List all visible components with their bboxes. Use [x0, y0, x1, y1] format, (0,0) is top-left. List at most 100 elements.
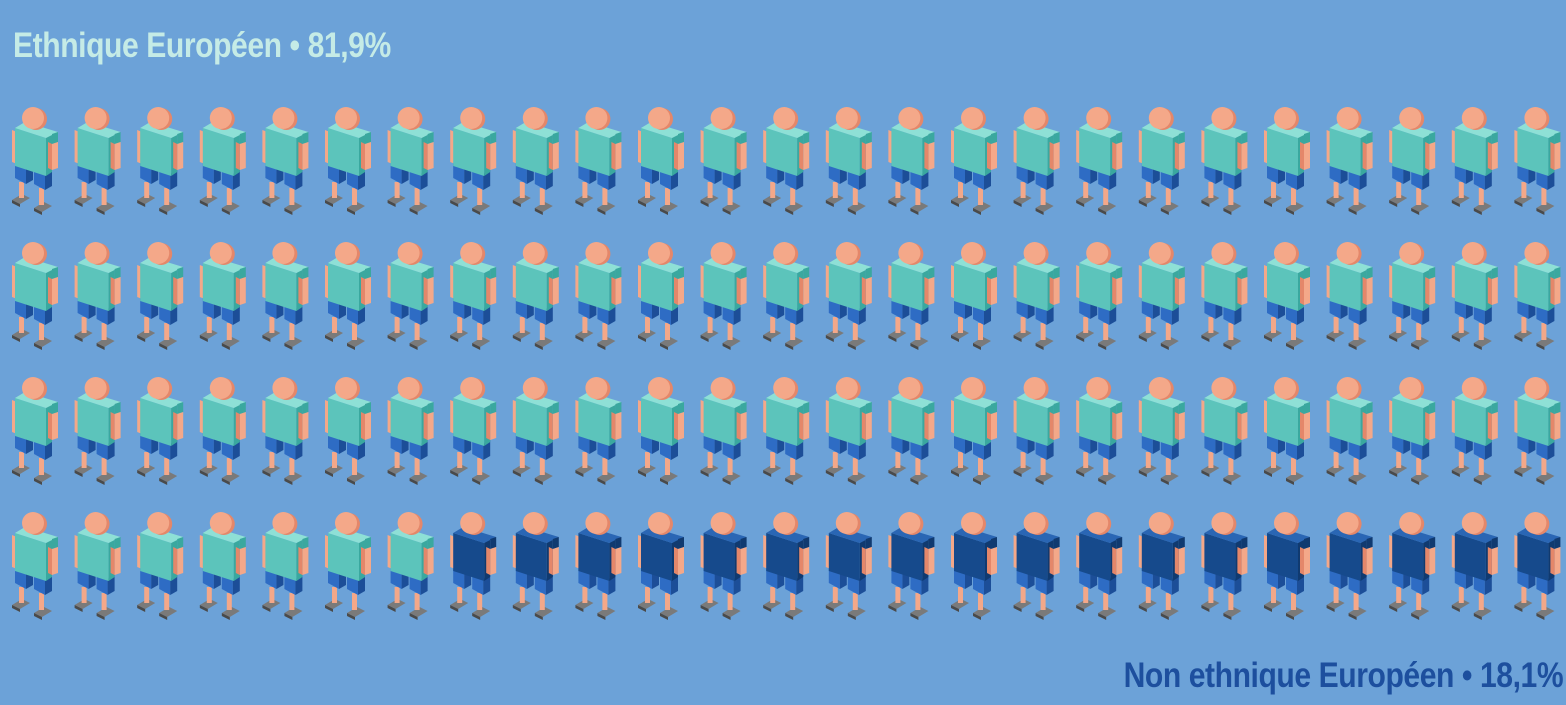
person-icon-european-16: [1013, 107, 1060, 215]
person-icon-non-european-87: [763, 512, 810, 620]
person-icon-european-55: [325, 377, 371, 485]
person-icon-european-49: [1514, 242, 1561, 350]
person-icon-non-european-85: [638, 512, 684, 620]
person-icon-european-50: [12, 377, 58, 485]
person-icon-european-58: [512, 377, 559, 485]
person-icon-european-47: [1389, 242, 1436, 350]
person-icon-european-35: [638, 242, 684, 350]
person-icon-european-42: [1076, 242, 1123, 350]
person-icon-european-78: [199, 512, 246, 620]
person-icon-european-14: [888, 107, 935, 215]
person-icon-european-57: [450, 377, 497, 485]
person-icon-european-80: [325, 512, 371, 620]
person-icon-european-51: [74, 377, 121, 485]
person-icon-european-53: [199, 377, 246, 485]
person-icon-european-79: [262, 512, 309, 620]
person-icon-non-european-99: [1514, 512, 1561, 620]
person-icon-european-2: [137, 107, 184, 215]
person-icon-european-63: [825, 377, 872, 485]
person-icon-european-34: [575, 242, 622, 350]
person-icon-european-12: [763, 107, 810, 215]
person-icon-european-72: [1389, 377, 1436, 485]
person-icon-european-75: [12, 512, 58, 620]
label-european: Ethnique Européen • 81,9%: [13, 26, 391, 65]
person-icon-european-44: [1201, 242, 1248, 350]
person-icon-european-21: [1326, 107, 1373, 215]
person-icon-european-73: [1451, 377, 1498, 485]
person-icon-european-17: [1076, 107, 1123, 215]
person-icon-european-71: [1326, 377, 1373, 485]
person-icon-european-5: [325, 107, 371, 215]
person-icon-european-11: [700, 107, 747, 215]
person-icon-non-european-95: [1264, 512, 1310, 620]
person-icon-european-67: [1076, 377, 1123, 485]
person-icon-european-81: [387, 512, 434, 620]
person-icon-european-7: [450, 107, 497, 215]
person-icon-european-32: [450, 242, 497, 350]
person-icon-non-european-97: [1389, 512, 1436, 620]
person-icon-european-19: [1201, 107, 1248, 215]
person-icon-non-european-83: [512, 512, 559, 620]
person-icon-european-48: [1451, 242, 1498, 350]
label-non-european: Non ethnique Européen • 18,1%: [1123, 656, 1563, 695]
person-icon-european-9: [575, 107, 622, 215]
person-icon-european-15: [951, 107, 997, 215]
person-icon-european-61: [700, 377, 747, 485]
person-icon-european-38: [825, 242, 872, 350]
person-icon-european-69: [1201, 377, 1248, 485]
person-icon-european-56: [387, 377, 434, 485]
person-icon-european-59: [575, 377, 622, 485]
person-icon-european-8: [512, 107, 559, 215]
person-icon-non-european-89: [888, 512, 935, 620]
person-icon-european-70: [1264, 377, 1310, 485]
person-icon-non-european-98: [1451, 512, 1498, 620]
person-icon-european-4: [262, 107, 309, 215]
person-icon-european-22: [1389, 107, 1436, 215]
person-icon-european-20: [1264, 107, 1310, 215]
person-icon-european-1: [74, 107, 121, 215]
person-icon-european-64: [888, 377, 935, 485]
person-icon-european-30: [325, 242, 371, 350]
person-icon-european-43: [1138, 242, 1185, 350]
person-icon-european-45: [1264, 242, 1310, 350]
person-icon-european-74: [1514, 377, 1561, 485]
person-icon-european-18: [1138, 107, 1185, 215]
person-icon-european-6: [387, 107, 434, 215]
person-icon-european-60: [638, 377, 684, 485]
person-icon-european-0: [12, 107, 58, 215]
person-icon-european-68: [1138, 377, 1185, 485]
person-icon-non-european-96: [1326, 512, 1373, 620]
person-icon-non-european-91: [1013, 512, 1060, 620]
person-icon-european-24: [1514, 107, 1561, 215]
person-icon-european-31: [387, 242, 434, 350]
person-icon-european-36: [700, 242, 747, 350]
person-icon-european-28: [199, 242, 246, 350]
person-icon-european-23: [1451, 107, 1498, 215]
person-icon-non-european-84: [575, 512, 622, 620]
person-icon-european-65: [951, 377, 997, 485]
person-icon-non-european-90: [951, 512, 997, 620]
person-icon-european-40: [951, 242, 997, 350]
person-icon-european-27: [137, 242, 184, 350]
person-icon-european-25: [12, 242, 58, 350]
person-icon-european-77: [137, 512, 184, 620]
person-icon-european-29: [262, 242, 309, 350]
person-icon-non-european-86: [700, 512, 747, 620]
person-icon-non-european-88: [825, 512, 872, 620]
person-icon-european-76: [74, 512, 121, 620]
person-icon-european-52: [137, 377, 184, 485]
person-icon-european-46: [1326, 242, 1373, 350]
person-icon-european-37: [763, 242, 810, 350]
person-icon-european-33: [512, 242, 559, 350]
person-icon-non-european-94: [1201, 512, 1248, 620]
person-icon-european-54: [262, 377, 309, 485]
person-icon-european-3: [199, 107, 246, 215]
person-icon-european-62: [763, 377, 810, 485]
person-icon-non-european-82: [450, 512, 497, 620]
person-icon-european-13: [825, 107, 872, 215]
person-icon-european-66: [1013, 377, 1060, 485]
person-icon-non-european-92: [1076, 512, 1123, 620]
person-icon-european-26: [74, 242, 121, 350]
